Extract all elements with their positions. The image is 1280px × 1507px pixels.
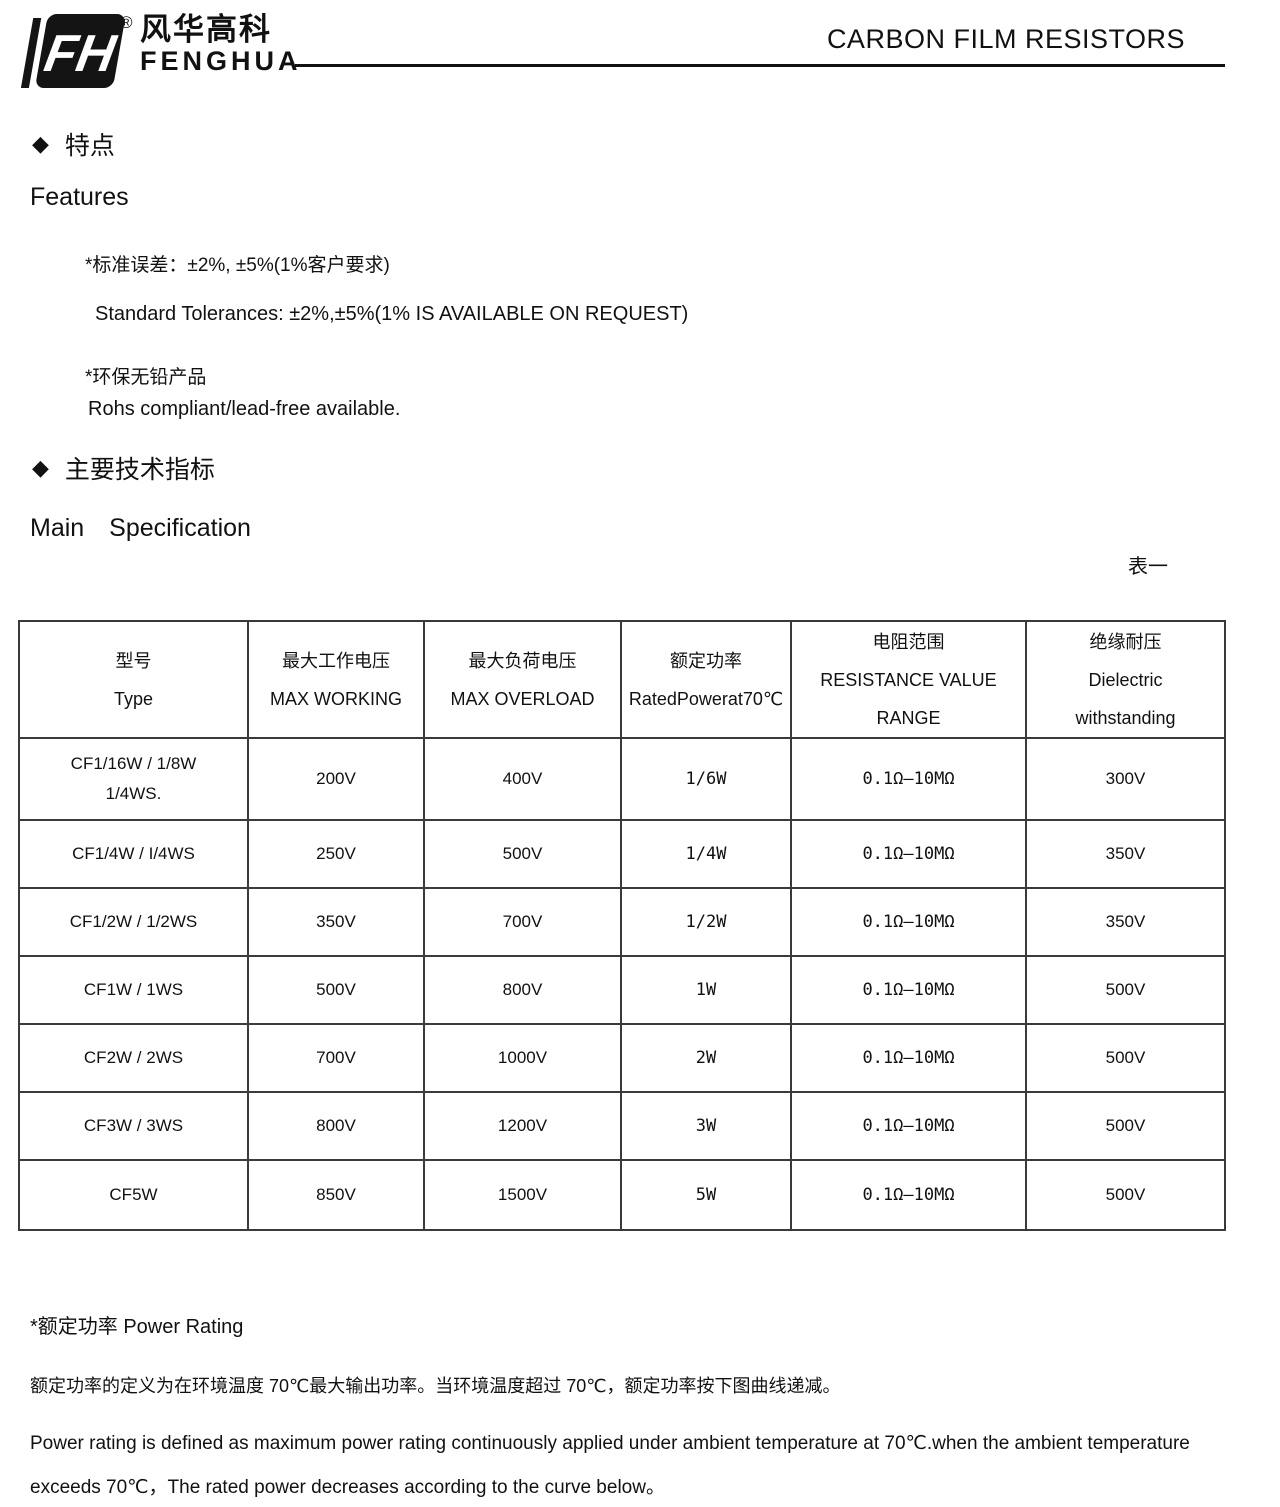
cell-type: CF1/16W / 1/8W 1/4WS. — [18, 737, 249, 821]
cell-max-working: 800V — [247, 1091, 425, 1161]
col-header-resistance-cn: 电阻范围 — [872, 631, 945, 652]
spec-heading-cn-label: 主要技术指标 — [64, 456, 215, 484]
cell-resistance-range: 0.1Ω—10MΩ — [790, 819, 1027, 889]
col-header-rated-power: 额定功率 RatedPowerat70℃ — [620, 620, 792, 739]
col-header-resistance-range: 电阻范围 RESISTANCE VALUE RANGE — [790, 620, 1027, 739]
cell-rated-power: 1W — [620, 955, 792, 1025]
power-rating-note-title: *额定功率 Power Rating — [30, 1316, 244, 1338]
col-header-type: 型号 Type — [18, 620, 249, 739]
table-number-label: 表一 — [1128, 556, 1168, 578]
cell-type: CF1W / 1WS — [18, 955, 249, 1025]
cell-type: CF5W — [18, 1159, 249, 1231]
cell-rated-power: 1/2W — [620, 887, 792, 957]
cell-max-working: 700V — [247, 1023, 425, 1093]
cell-type: CF2W / 2WS — [18, 1023, 249, 1093]
table-row: CF1W / 1WS 500V 800V 1W 0.1Ω—10MΩ 500V — [18, 955, 1226, 1025]
cell-max-overload: 700V — [423, 887, 622, 957]
cell-rated-power: 1/6W — [620, 737, 792, 821]
cell-resistance-range: 0.1Ω—10MΩ — [790, 1023, 1027, 1093]
cell-dielectric: 300V — [1025, 737, 1226, 821]
cell-type-line2: 1/4WS. — [105, 784, 162, 803]
col-header-max-overload-en: MAX OVERLOAD — [450, 688, 595, 709]
col-header-max-overload: 最大负荷电压 MAX OVERLOAD — [423, 620, 622, 739]
col-header-max-working-en: MAX WORKING — [269, 688, 402, 709]
cell-type: CF1/2W / 1/2WS — [18, 887, 249, 957]
table-row: CF1/16W / 1/8W 1/4WS. 200V 400V 1/6W 0.1… — [18, 737, 1226, 821]
col-header-dielectric-en1: Dielectric — [1088, 669, 1163, 690]
cell-rated-power: 1/4W — [620, 819, 792, 889]
features-heading-cn: ◆ 特点 — [32, 126, 115, 162]
cell-resistance-range: 0.1Ω—10MΩ — [790, 955, 1027, 1025]
cell-dielectric: 500V — [1025, 955, 1226, 1025]
col-header-resistance-en1: RESISTANCE VALUE — [820, 669, 997, 690]
table-row: CF1/2W / 1/2WS 350V 700V 1/2W 0.1Ω—10MΩ … — [18, 887, 1226, 957]
cell-resistance-range: 0.1Ω—10MΩ — [790, 1159, 1027, 1231]
cell-dielectric: 500V — [1025, 1159, 1226, 1231]
cell-max-working: 200V — [247, 737, 425, 821]
col-header-dielectric: 绝缘耐压 Dielectric withstanding — [1025, 620, 1226, 739]
cell-dielectric: 500V — [1025, 1023, 1226, 1093]
logo-chinese-name: 风华高科 — [140, 12, 272, 47]
cell-dielectric: 350V — [1025, 819, 1226, 889]
table-row: CF5W 850V 1500V 5W 0.1Ω—10MΩ 500V — [18, 1159, 1226, 1231]
cell-rated-power: 3W — [620, 1091, 792, 1161]
cell-rated-power: 2W — [620, 1023, 792, 1093]
cell-rated-power: 5W — [620, 1159, 792, 1231]
cell-resistance-range: 0.1Ω—10MΩ — [790, 737, 1027, 821]
diamond-bullet-icon: ◆ — [32, 131, 49, 156]
specification-table: 型号 Type 最大工作电压 MAX WORKING 最大负荷电压 MAX OV… — [18, 620, 1226, 1231]
cell-max-working: 350V — [247, 887, 425, 957]
header-divider-line — [295, 64, 1225, 67]
diamond-bullet-icon: ◆ — [32, 455, 49, 480]
rohs-note-en: Rohs compliant/lead-free available. — [88, 398, 401, 420]
cell-resistance-range: 0.1Ω—10MΩ — [790, 887, 1027, 957]
col-header-max-working: 最大工作电压 MAX WORKING — [247, 620, 425, 739]
cell-dielectric: 350V — [1025, 887, 1226, 957]
power-rating-note-en-line1: Power rating is defined as maximum power… — [30, 1433, 1190, 1454]
col-header-type-en: Type — [113, 688, 154, 709]
cell-max-working: 850V — [247, 1159, 425, 1231]
features-heading-en: Features — [30, 183, 129, 211]
svg-text:®: ® — [120, 13, 133, 32]
tolerance-note-cn: *标准误差：±2%, ±5%(1%客户要求) — [85, 255, 390, 276]
col-header-max-working-cn: 最大工作电压 — [282, 650, 390, 671]
table-row: CF2W / 2WS 700V 1000V 2W 0.1Ω—10MΩ 500V — [18, 1023, 1226, 1093]
col-header-max-overload-cn: 最大负荷电压 — [468, 650, 577, 671]
page-title: CARBON FILM RESISTORS — [826, 24, 1185, 54]
rohs-note-cn: *环保无铅产品 — [85, 367, 207, 388]
cell-max-working: 250V — [247, 819, 425, 889]
cell-type-line1: CF1/16W / 1/8W — [70, 754, 197, 773]
power-rating-note-cn: 额定功率的定义为在环境温度 70℃最大输出功率。当环境温度超过 70℃，额定功率… — [30, 1376, 841, 1396]
tolerance-note-en: Standard Tolerances: ±2%,±5%(1% IS AVAIL… — [95, 303, 689, 325]
cell-max-overload: 1500V — [423, 1159, 622, 1231]
cell-resistance-range: 0.1Ω—10MΩ — [790, 1091, 1027, 1161]
table-row: CF1/4W / I/4WS 250V 500V 1/4W 0.1Ω—10MΩ … — [18, 819, 1226, 889]
cell-max-overload: 800V — [423, 955, 622, 1025]
cell-type: CF1/4W / I/4WS — [18, 819, 249, 889]
col-header-rated-power-cn: 额定功率 — [670, 650, 742, 671]
svg-text:FH: FH — [40, 25, 121, 83]
cell-max-overload: 400V — [423, 737, 622, 821]
table-header-row: 型号 Type 最大工作电压 MAX WORKING 最大负荷电压 MAX OV… — [18, 620, 1226, 739]
logo-wordmark: 风华高科 FENGHUA — [140, 14, 302, 75]
cell-max-overload: 1200V — [423, 1091, 622, 1161]
cell-max-working: 500V — [247, 955, 425, 1025]
cell-max-overload: 500V — [423, 819, 622, 889]
cell-max-overload: 1000V — [423, 1023, 622, 1093]
col-header-type-cn: 型号 — [115, 650, 152, 671]
logo-latin-name: FENGHUA — [140, 46, 302, 76]
cell-dielectric: 500V — [1025, 1091, 1226, 1161]
table-row: CF3W / 3WS 800V 1200V 3W 0.1Ω—10MΩ 500V — [18, 1091, 1226, 1161]
features-heading-cn-label: 特点 — [64, 132, 115, 160]
col-header-resistance-en2: RANGE — [876, 707, 941, 728]
spec-heading-cn: ◆ 主要技术指标 — [32, 450, 215, 486]
fenghua-logo-icon: FH ® — [20, 8, 138, 101]
power-rating-note-en-line2: exceeds 70℃，The rated power decreases ac… — [30, 1477, 665, 1498]
col-header-rated-power-en: RatedPowerat70℃ — [628, 688, 784, 709]
cell-type: CF3W / 3WS — [18, 1091, 249, 1161]
spec-heading-en: Main Specification — [30, 514, 251, 542]
col-header-dielectric-en2: withstanding — [1075, 707, 1176, 728]
col-header-dielectric-cn: 绝缘耐压 — [1089, 631, 1162, 652]
